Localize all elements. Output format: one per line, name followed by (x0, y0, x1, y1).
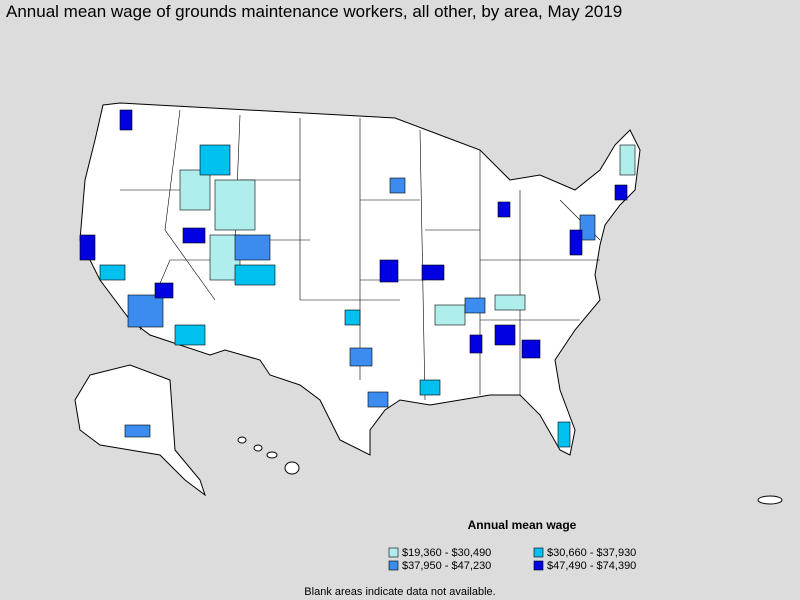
area (579, 214, 596, 241)
area (99, 264, 126, 281)
hawaii (284, 461, 300, 475)
legend-label: $47,490 - $74,390 (547, 560, 636, 572)
area (389, 177, 406, 194)
legend-swatch (388, 547, 399, 558)
puerto-rico (757, 495, 783, 505)
hawaii (237, 436, 247, 444)
area (174, 324, 206, 346)
area (379, 259, 399, 283)
area (214, 179, 256, 231)
area (119, 109, 133, 131)
area (79, 234, 96, 261)
area (179, 169, 211, 211)
area (464, 297, 486, 314)
area (367, 391, 389, 408)
legend-label: $19,360 - $30,490 (402, 547, 491, 559)
area (494, 324, 516, 346)
area (619, 144, 636, 176)
legend-swatch (533, 547, 544, 558)
hawaii (266, 451, 278, 459)
area (234, 234, 271, 261)
hawaii (253, 444, 263, 452)
area (234, 264, 276, 286)
legend-title: Annual mean wage (468, 518, 577, 532)
area (497, 201, 511, 218)
area (124, 424, 151, 438)
area (521, 339, 541, 359)
legend-swatch (533, 560, 544, 571)
area (154, 282, 174, 299)
area (614, 184, 628, 201)
wage-areas (79, 109, 636, 448)
area (569, 229, 583, 256)
area (199, 144, 231, 176)
area (421, 264, 445, 281)
area (494, 294, 526, 311)
area (182, 227, 206, 244)
legend-label: $30,660 - $37,930 (547, 547, 636, 559)
area (434, 304, 466, 326)
legend-swatch (388, 560, 399, 571)
footnote: Blank areas indicate data not available. (304, 586, 495, 598)
area (344, 309, 361, 326)
area (127, 294, 164, 328)
area (557, 421, 571, 448)
area (349, 347, 373, 367)
legend-label: $37,950 - $47,230 (402, 560, 491, 572)
area (469, 334, 483, 354)
map-title: Annual mean wage of grounds maintenance … (6, 2, 622, 21)
area (419, 379, 441, 396)
legend: $19,360 - $30,490 $30,660 - $37,930 $37,95… (388, 547, 636, 572)
